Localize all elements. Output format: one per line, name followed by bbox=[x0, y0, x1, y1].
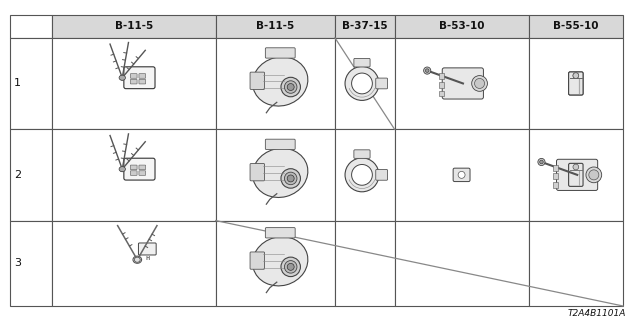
Bar bbox=[529, 38, 623, 129]
Ellipse shape bbox=[253, 237, 308, 286]
Ellipse shape bbox=[287, 84, 294, 91]
FancyBboxPatch shape bbox=[139, 171, 146, 175]
Bar bbox=[10, 220, 52, 306]
Text: T2A4B1101A: T2A4B1101A bbox=[568, 309, 626, 318]
Ellipse shape bbox=[287, 263, 294, 270]
Ellipse shape bbox=[540, 160, 543, 164]
Bar bbox=[52, 129, 216, 220]
Ellipse shape bbox=[345, 158, 379, 192]
Ellipse shape bbox=[134, 257, 140, 262]
Bar bbox=[529, 220, 623, 306]
FancyBboxPatch shape bbox=[442, 68, 483, 99]
Bar bbox=[52, 220, 216, 306]
Bar bbox=[335, 220, 394, 306]
Text: B-55-10: B-55-10 bbox=[553, 21, 598, 31]
FancyBboxPatch shape bbox=[131, 171, 137, 175]
Ellipse shape bbox=[424, 67, 431, 74]
Ellipse shape bbox=[573, 73, 579, 78]
Ellipse shape bbox=[474, 78, 484, 88]
Bar bbox=[335, 129, 394, 220]
Bar bbox=[394, 129, 529, 220]
Text: 3: 3 bbox=[14, 258, 21, 268]
Ellipse shape bbox=[573, 164, 579, 170]
Text: B-11-5: B-11-5 bbox=[115, 21, 153, 31]
FancyBboxPatch shape bbox=[354, 59, 370, 67]
FancyBboxPatch shape bbox=[568, 72, 583, 95]
Ellipse shape bbox=[281, 169, 300, 188]
Text: B-53-10: B-53-10 bbox=[439, 21, 484, 31]
Ellipse shape bbox=[573, 73, 579, 78]
Ellipse shape bbox=[472, 76, 488, 91]
Ellipse shape bbox=[284, 81, 297, 93]
Bar bbox=[394, 15, 529, 38]
Ellipse shape bbox=[538, 158, 545, 165]
Text: B-11-5: B-11-5 bbox=[256, 21, 294, 31]
Ellipse shape bbox=[345, 67, 379, 100]
Ellipse shape bbox=[589, 170, 599, 180]
FancyBboxPatch shape bbox=[557, 159, 598, 190]
FancyBboxPatch shape bbox=[376, 170, 388, 180]
Bar bbox=[529, 129, 623, 220]
FancyBboxPatch shape bbox=[568, 163, 583, 186]
Bar bbox=[52, 38, 216, 129]
Bar bbox=[10, 129, 52, 220]
Bar bbox=[10, 38, 52, 129]
FancyBboxPatch shape bbox=[438, 91, 444, 96]
Bar bbox=[335, 38, 394, 129]
FancyBboxPatch shape bbox=[266, 48, 295, 58]
FancyBboxPatch shape bbox=[438, 82, 444, 88]
FancyBboxPatch shape bbox=[553, 173, 559, 179]
FancyBboxPatch shape bbox=[266, 139, 295, 149]
FancyBboxPatch shape bbox=[250, 72, 264, 89]
Ellipse shape bbox=[284, 260, 297, 273]
Text: 1: 1 bbox=[14, 78, 21, 88]
Ellipse shape bbox=[287, 175, 294, 182]
FancyBboxPatch shape bbox=[138, 243, 156, 255]
Ellipse shape bbox=[253, 148, 308, 197]
Bar bbox=[216, 15, 335, 38]
Bar bbox=[216, 38, 335, 129]
FancyBboxPatch shape bbox=[553, 182, 559, 188]
Bar bbox=[216, 129, 335, 220]
FancyBboxPatch shape bbox=[250, 164, 264, 181]
FancyBboxPatch shape bbox=[568, 72, 583, 95]
Ellipse shape bbox=[458, 172, 465, 178]
Bar bbox=[335, 15, 394, 38]
FancyBboxPatch shape bbox=[250, 252, 264, 269]
FancyBboxPatch shape bbox=[438, 74, 444, 79]
Ellipse shape bbox=[284, 172, 297, 185]
Bar bbox=[52, 15, 216, 38]
FancyBboxPatch shape bbox=[354, 150, 370, 158]
Ellipse shape bbox=[586, 167, 602, 183]
Bar bbox=[216, 220, 335, 306]
FancyBboxPatch shape bbox=[453, 168, 470, 181]
FancyBboxPatch shape bbox=[266, 228, 295, 238]
Bar bbox=[10, 15, 52, 38]
FancyBboxPatch shape bbox=[131, 165, 137, 170]
FancyBboxPatch shape bbox=[131, 74, 137, 78]
FancyBboxPatch shape bbox=[124, 67, 155, 89]
FancyBboxPatch shape bbox=[376, 78, 388, 89]
Ellipse shape bbox=[281, 77, 300, 97]
Text: 2: 2 bbox=[14, 170, 21, 180]
FancyBboxPatch shape bbox=[553, 165, 559, 171]
FancyBboxPatch shape bbox=[139, 165, 146, 170]
Ellipse shape bbox=[134, 257, 140, 262]
FancyBboxPatch shape bbox=[124, 158, 155, 180]
Text: H: H bbox=[145, 257, 149, 261]
Ellipse shape bbox=[281, 257, 300, 276]
Text: B-37-15: B-37-15 bbox=[342, 21, 388, 31]
Ellipse shape bbox=[119, 75, 125, 80]
FancyBboxPatch shape bbox=[139, 74, 146, 78]
Ellipse shape bbox=[351, 164, 372, 185]
FancyBboxPatch shape bbox=[139, 79, 146, 84]
Ellipse shape bbox=[351, 73, 372, 94]
Ellipse shape bbox=[426, 69, 429, 72]
Ellipse shape bbox=[253, 57, 308, 106]
Bar bbox=[394, 38, 529, 129]
Ellipse shape bbox=[119, 167, 125, 172]
Bar bbox=[394, 220, 529, 306]
Bar bbox=[529, 15, 623, 38]
FancyBboxPatch shape bbox=[131, 79, 137, 84]
